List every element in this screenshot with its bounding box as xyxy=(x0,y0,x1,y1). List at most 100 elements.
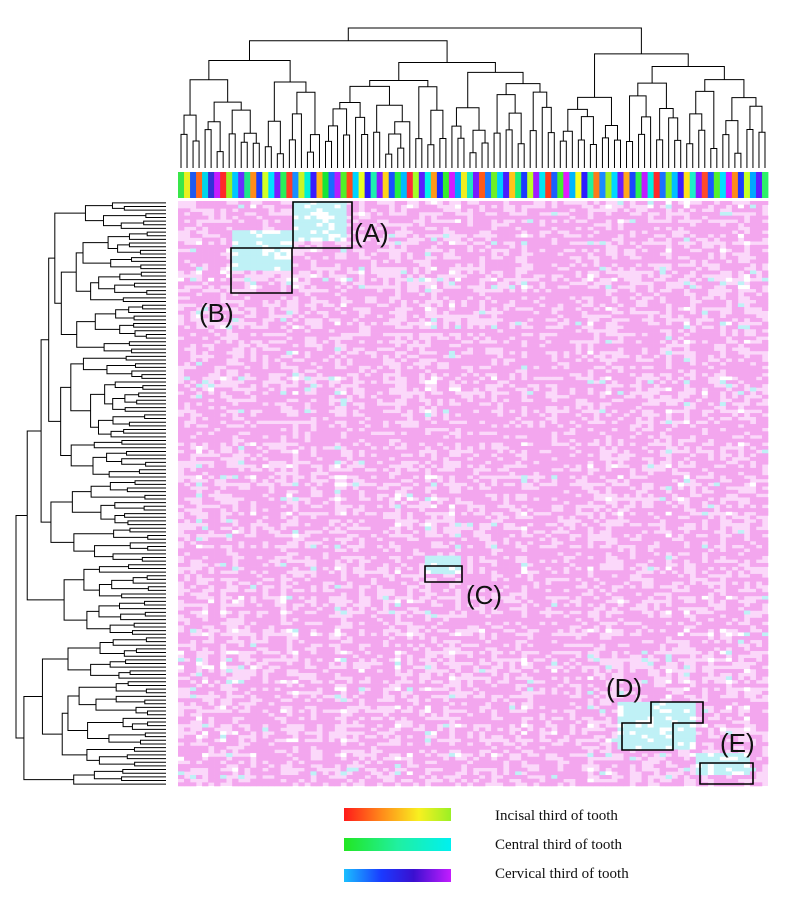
heatmap-cell xyxy=(491,215,498,220)
heatmap-cell xyxy=(713,318,721,322)
heatmap-cell xyxy=(575,387,582,392)
heatmap-cell xyxy=(635,435,642,439)
heatmap-cell xyxy=(262,398,269,403)
heatmap-cell xyxy=(364,208,371,213)
heatmap-cell xyxy=(232,467,239,472)
heatmap-cell xyxy=(400,416,408,421)
column-group-swatch xyxy=(737,172,745,198)
heatmap-cell xyxy=(286,372,293,377)
heatmap-cell xyxy=(274,318,281,322)
heatmap-cell xyxy=(304,467,311,472)
heatmap-cell xyxy=(196,270,203,275)
heatmap-cell xyxy=(202,409,209,414)
heatmap-cell xyxy=(202,467,209,472)
heatmap-cell xyxy=(268,241,275,246)
heatmap-cell xyxy=(695,413,703,418)
heatmap-cell xyxy=(743,449,751,454)
heatmap-cell xyxy=(418,339,426,344)
heatmap-cell xyxy=(310,277,317,282)
heatmap-cell xyxy=(244,237,251,242)
heatmap-cell xyxy=(226,318,233,322)
heatmap-cell xyxy=(364,321,371,326)
heatmap-cell xyxy=(527,460,534,465)
heatmap-cell xyxy=(250,204,257,209)
dendrogram-branch xyxy=(529,130,537,168)
heatmap-cell xyxy=(749,402,757,407)
heatmap-cell xyxy=(737,413,745,418)
heatmap-cell xyxy=(328,263,335,268)
heatmap-cell xyxy=(418,424,426,428)
heatmap-cell xyxy=(749,259,757,264)
heatmap-cell xyxy=(364,219,371,224)
heatmap-cell xyxy=(599,270,606,275)
heatmap-cell xyxy=(557,244,564,249)
heatmap-cell xyxy=(268,471,275,476)
heatmap-cell xyxy=(238,307,245,311)
heatmap-cell xyxy=(617,431,624,436)
heatmap-cell xyxy=(262,266,269,271)
heatmap-cell xyxy=(581,435,588,439)
heatmap-cell xyxy=(394,424,402,428)
heatmap-cell xyxy=(479,310,486,315)
heatmap-cell xyxy=(587,380,594,385)
dendrogram-branch xyxy=(144,611,166,617)
heatmap-cell xyxy=(551,281,558,286)
heatmap-cell xyxy=(208,350,215,355)
heatmap-cell xyxy=(262,445,269,450)
heatmap-cell xyxy=(647,233,654,238)
heatmap-cell xyxy=(761,215,769,220)
heatmap-cell xyxy=(569,336,576,341)
heatmap-cell xyxy=(208,325,215,330)
heatmap-cell xyxy=(713,244,721,249)
heatmap-cell xyxy=(184,208,191,213)
heatmap-cell xyxy=(701,219,709,224)
heatmap-cell xyxy=(196,471,203,476)
heatmap-cell xyxy=(647,343,654,348)
heatmap-cell xyxy=(430,270,438,275)
heatmap-cell xyxy=(442,405,450,410)
heatmap-cell xyxy=(761,339,769,344)
heatmap-cell xyxy=(202,215,209,220)
heatmap-cell xyxy=(196,299,203,304)
heatmap-cell xyxy=(280,259,287,264)
heatmap-cell xyxy=(364,204,371,209)
heatmap-cell xyxy=(256,310,263,315)
heatmap-cell xyxy=(485,263,492,268)
heatmap-cell xyxy=(304,230,311,235)
heatmap-cell xyxy=(497,263,504,268)
heatmap-cell xyxy=(473,237,480,242)
heatmap-cell xyxy=(184,380,191,385)
heatmap-cell xyxy=(527,274,534,279)
heatmap-cell xyxy=(725,292,733,297)
column-group-swatch xyxy=(298,172,305,198)
heatmap-cell xyxy=(328,442,335,447)
heatmap-cell xyxy=(731,350,739,355)
heatmap-cell xyxy=(424,204,432,209)
heatmap-cell xyxy=(298,350,305,355)
heatmap-cell xyxy=(376,405,383,410)
heatmap-cell xyxy=(539,259,546,264)
heatmap-cell xyxy=(280,398,287,403)
heatmap-cell xyxy=(713,445,721,450)
heatmap-cell xyxy=(701,292,709,297)
heatmap-cell xyxy=(466,328,474,333)
dendrogram-branch xyxy=(122,769,166,774)
heatmap-cell xyxy=(346,420,353,425)
heatmap-cell xyxy=(286,424,293,428)
heatmap-cell xyxy=(310,281,317,286)
heatmap-cell xyxy=(515,292,522,297)
heatmap-cell xyxy=(436,325,444,330)
heatmap-cell xyxy=(328,233,335,238)
heatmap-cell xyxy=(370,241,377,246)
heatmap-cell xyxy=(557,453,564,458)
heatmap-cell xyxy=(611,438,618,443)
heatmap-cell xyxy=(689,431,697,436)
heatmap-cell xyxy=(220,376,227,381)
heatmap-cell xyxy=(605,471,612,476)
heatmap-cell xyxy=(412,328,420,333)
heatmap-cell xyxy=(436,449,444,454)
heatmap-cell xyxy=(346,376,353,381)
heatmap-cell xyxy=(701,416,709,421)
heatmap-cell xyxy=(334,299,341,304)
heatmap-cell xyxy=(262,263,269,268)
